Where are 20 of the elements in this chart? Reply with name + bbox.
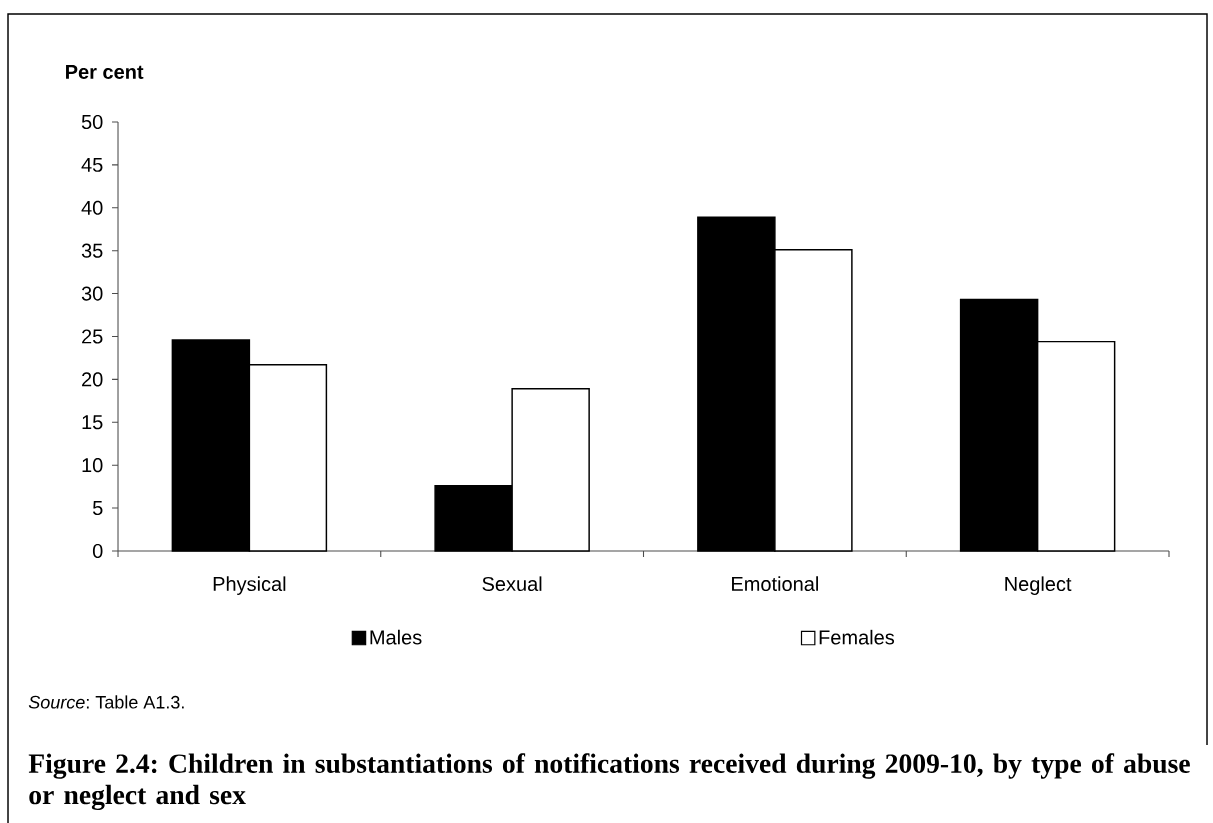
- y-axis-title: Per cent: [66, 64, 144, 79]
- x-tick-label: Emotional: [732, 576, 818, 592]
- y-tick-label: 30: [81, 286, 103, 301]
- y-tick-label: 35: [81, 243, 103, 258]
- text: Source: Table A1.3.: [28, 695, 184, 709]
- x-tick-label: Physical: [213, 576, 286, 595]
- y-tick-label: 5: [92, 501, 103, 516]
- x-tick-label: Sexual: [482, 576, 542, 592]
- text: Figure 2.4: Children in substantiations of notifications received during 2009-10, by type of abuse or neglect and sex: [28, 753, 1190, 811]
- y-tick-label: 40: [81, 200, 103, 215]
- legend-label: Males: [370, 629, 422, 645]
- y-tick-label: 10: [82, 458, 103, 473]
- y-tick-label: 25: [82, 329, 103, 344]
- y-tick-label: 20: [82, 372, 103, 387]
- x-tick-label: Neglect: [1005, 576, 1072, 595]
- y-tick-label: 50: [81, 114, 103, 130]
- y-tick-label: 15: [82, 415, 103, 430]
- y-tick-label: 0: [92, 543, 103, 559]
- y-tick-label: 45: [81, 157, 103, 172]
- legend-label: Females: [819, 629, 895, 645]
